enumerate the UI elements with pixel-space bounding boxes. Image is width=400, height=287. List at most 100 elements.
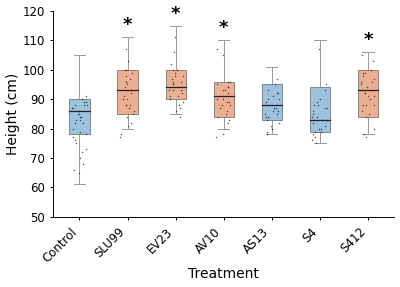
Point — [264, 97, 271, 102]
Point — [226, 117, 233, 122]
Point — [310, 112, 316, 116]
Point — [180, 100, 186, 104]
Point — [130, 112, 136, 116]
Point — [359, 109, 366, 113]
Point — [312, 129, 318, 134]
Point — [80, 162, 86, 166]
Point — [322, 88, 328, 93]
FancyBboxPatch shape — [214, 82, 234, 117]
Point — [226, 103, 233, 107]
Point — [360, 73, 366, 78]
Point — [270, 94, 277, 98]
Point — [264, 132, 270, 137]
Point — [314, 115, 320, 119]
Point — [178, 79, 184, 84]
Point — [127, 76, 133, 81]
Point — [70, 126, 76, 131]
Point — [272, 82, 278, 87]
Point — [73, 117, 79, 122]
Point — [123, 73, 130, 78]
Point — [316, 47, 322, 51]
Point — [222, 88, 228, 93]
Point — [174, 67, 180, 72]
Point — [274, 76, 280, 81]
Point — [81, 103, 87, 107]
Y-axis label: Height (cm): Height (cm) — [6, 73, 20, 155]
Point — [167, 62, 174, 66]
Point — [124, 88, 131, 93]
Point — [179, 73, 186, 78]
Point — [220, 94, 226, 98]
Point — [76, 129, 83, 134]
Point — [74, 112, 81, 116]
Point — [122, 103, 129, 107]
Point — [123, 47, 130, 51]
Point — [122, 85, 128, 90]
Point — [80, 121, 86, 125]
Point — [123, 79, 130, 84]
Point — [360, 132, 367, 137]
Point — [84, 103, 90, 107]
Point — [72, 103, 79, 107]
Point — [172, 85, 179, 90]
Point — [175, 94, 182, 98]
Point — [368, 79, 375, 84]
Point — [77, 117, 84, 122]
Point — [121, 94, 127, 98]
Point — [264, 117, 270, 122]
Point — [167, 97, 173, 102]
Point — [364, 85, 370, 90]
Point — [263, 115, 270, 119]
Point — [220, 53, 226, 57]
Point — [315, 103, 321, 107]
Point — [214, 97, 220, 102]
Point — [125, 123, 131, 128]
Point — [270, 109, 276, 113]
Point — [128, 88, 134, 93]
Point — [264, 129, 270, 134]
Point — [128, 70, 135, 75]
Point — [118, 132, 124, 137]
Point — [79, 150, 85, 154]
Point — [123, 67, 130, 72]
Point — [360, 103, 366, 107]
Point — [170, 82, 176, 87]
Point — [77, 115, 83, 119]
Text: *: * — [171, 5, 180, 23]
Point — [214, 47, 220, 51]
Point — [177, 106, 183, 110]
Point — [227, 79, 234, 84]
Point — [264, 88, 271, 93]
Point — [172, 70, 178, 75]
Point — [371, 94, 378, 98]
Point — [172, 35, 178, 40]
Point — [275, 121, 282, 125]
Point — [223, 112, 230, 116]
Point — [220, 88, 226, 93]
Point — [271, 106, 278, 110]
Point — [168, 76, 175, 81]
Point — [359, 53, 365, 57]
Point — [126, 103, 133, 107]
FancyBboxPatch shape — [262, 84, 282, 120]
Point — [263, 100, 269, 104]
Point — [176, 85, 182, 90]
Point — [117, 135, 123, 140]
Point — [72, 121, 78, 125]
Point — [166, 88, 172, 93]
Point — [218, 103, 225, 107]
Text: *: * — [219, 20, 228, 37]
Point — [365, 112, 372, 116]
Point — [274, 112, 280, 116]
Point — [273, 103, 279, 107]
Point — [167, 94, 173, 98]
Point — [217, 106, 224, 110]
FancyBboxPatch shape — [69, 99, 90, 135]
Point — [170, 79, 176, 84]
Point — [264, 103, 270, 107]
X-axis label: Treatment: Treatment — [188, 267, 259, 282]
Point — [360, 70, 366, 75]
Point — [75, 112, 82, 116]
Point — [318, 129, 324, 134]
Point — [223, 94, 229, 98]
